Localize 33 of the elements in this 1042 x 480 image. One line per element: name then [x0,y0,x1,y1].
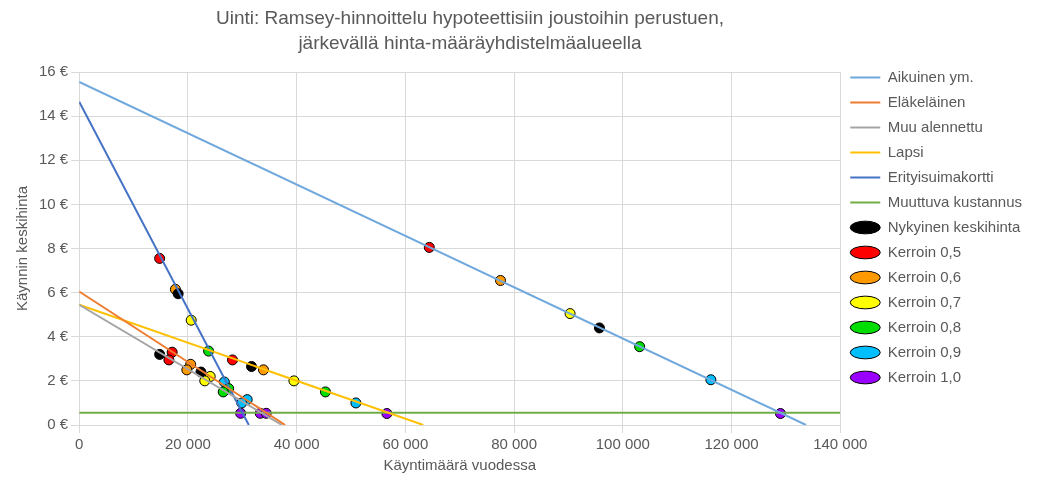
y-tick-label: 12 € [38,150,69,168]
x-tick-label: 100 000 [595,435,650,453]
legend-label: Kerroin 1,0 [887,367,962,385]
x-tick-label: 0 [75,435,84,453]
y-tick-label: 14 € [38,106,69,124]
x-tick-label: 80 000 [491,435,538,453]
x-tick-label: 120 000 [704,435,759,453]
y-tick-label: 6 € [47,282,69,300]
chart-title: Uinti: Ramsey-hinnoittelu hypoteettisiin joustoihin perustuen, järkevällä hinta-määräyhdistelmäalueella [215,6,725,55]
x-axis-title: Käyntimäärä vuodessa [383,456,537,474]
y-tick-label: 2 € [47,371,69,389]
y-axis-title: Käynnin keskihinta [13,185,31,312]
legend-label: Eläkeläinen [887,92,966,110]
legend-label: Kerroin 0,9 [887,342,962,360]
x-tick-label: 60 000 [382,435,429,453]
y-tick-label: 10 € [38,194,69,212]
legend-label: Muu alennettu [887,117,983,135]
x-tick-label: 40 000 [273,435,320,453]
legend-label: Kerroin 0,8 [887,317,962,335]
legend-label: Nykyinen keskihinta [887,217,1021,235]
legend-label: Muuttuva kustannus [887,192,1022,210]
x-tick-label: 20 000 [164,435,211,453]
legend-label: Kerroin 0,5 [887,242,962,260]
x-tick-label: 140 000 [813,435,868,453]
legend-label: Erityisuimakortti [887,167,994,185]
y-tick-label: 8 € [47,238,69,256]
y-tick-label: 0 € [47,415,69,433]
legend-label: Kerroin 0,7 [887,292,962,310]
y-tick-label: 4 € [47,326,69,344]
legend-label: Kerroin 0,6 [887,267,962,285]
y-tick-label: 16 € [38,62,69,80]
legend-label: Lapsi [887,142,924,160]
legend-label: Aikuinen ym. [887,67,974,85]
